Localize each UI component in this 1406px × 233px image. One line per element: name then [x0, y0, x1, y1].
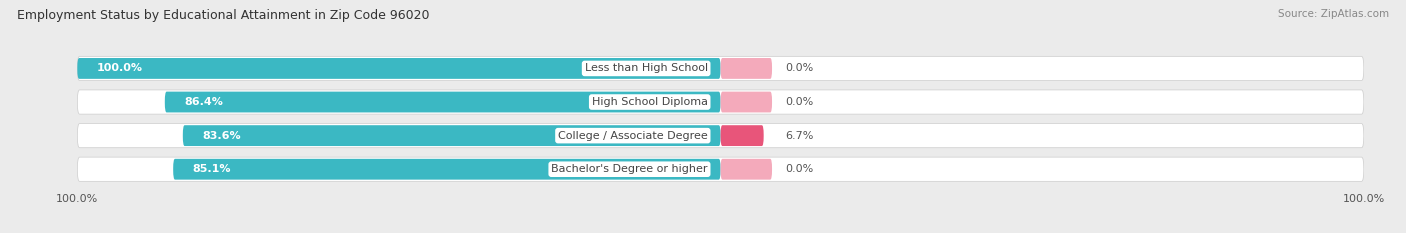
Text: Source: ZipAtlas.com: Source: ZipAtlas.com	[1278, 9, 1389, 19]
FancyBboxPatch shape	[77, 58, 721, 79]
FancyBboxPatch shape	[721, 92, 772, 113]
Text: 0.0%: 0.0%	[785, 63, 813, 73]
Text: 86.4%: 86.4%	[184, 97, 224, 107]
Text: Bachelor's Degree or higher: Bachelor's Degree or higher	[551, 164, 707, 174]
FancyBboxPatch shape	[77, 90, 1364, 114]
FancyBboxPatch shape	[721, 159, 772, 180]
Text: 0.0%: 0.0%	[785, 97, 813, 107]
FancyBboxPatch shape	[721, 125, 763, 146]
Text: 85.1%: 85.1%	[193, 164, 231, 174]
FancyBboxPatch shape	[77, 56, 1364, 81]
FancyBboxPatch shape	[77, 157, 1364, 181]
Text: College / Associate Degree: College / Associate Degree	[558, 131, 707, 141]
Text: 0.0%: 0.0%	[785, 164, 813, 174]
FancyBboxPatch shape	[77, 123, 1364, 148]
Text: 100.0%: 100.0%	[97, 63, 142, 73]
FancyBboxPatch shape	[721, 58, 772, 79]
Text: Less than High School: Less than High School	[585, 63, 707, 73]
Text: High School Diploma: High School Diploma	[592, 97, 707, 107]
Text: Employment Status by Educational Attainment in Zip Code 96020: Employment Status by Educational Attainm…	[17, 9, 429, 22]
FancyBboxPatch shape	[165, 92, 721, 113]
FancyBboxPatch shape	[183, 125, 721, 146]
Text: 6.7%: 6.7%	[785, 131, 813, 141]
Text: 83.6%: 83.6%	[202, 131, 240, 141]
FancyBboxPatch shape	[173, 159, 721, 180]
